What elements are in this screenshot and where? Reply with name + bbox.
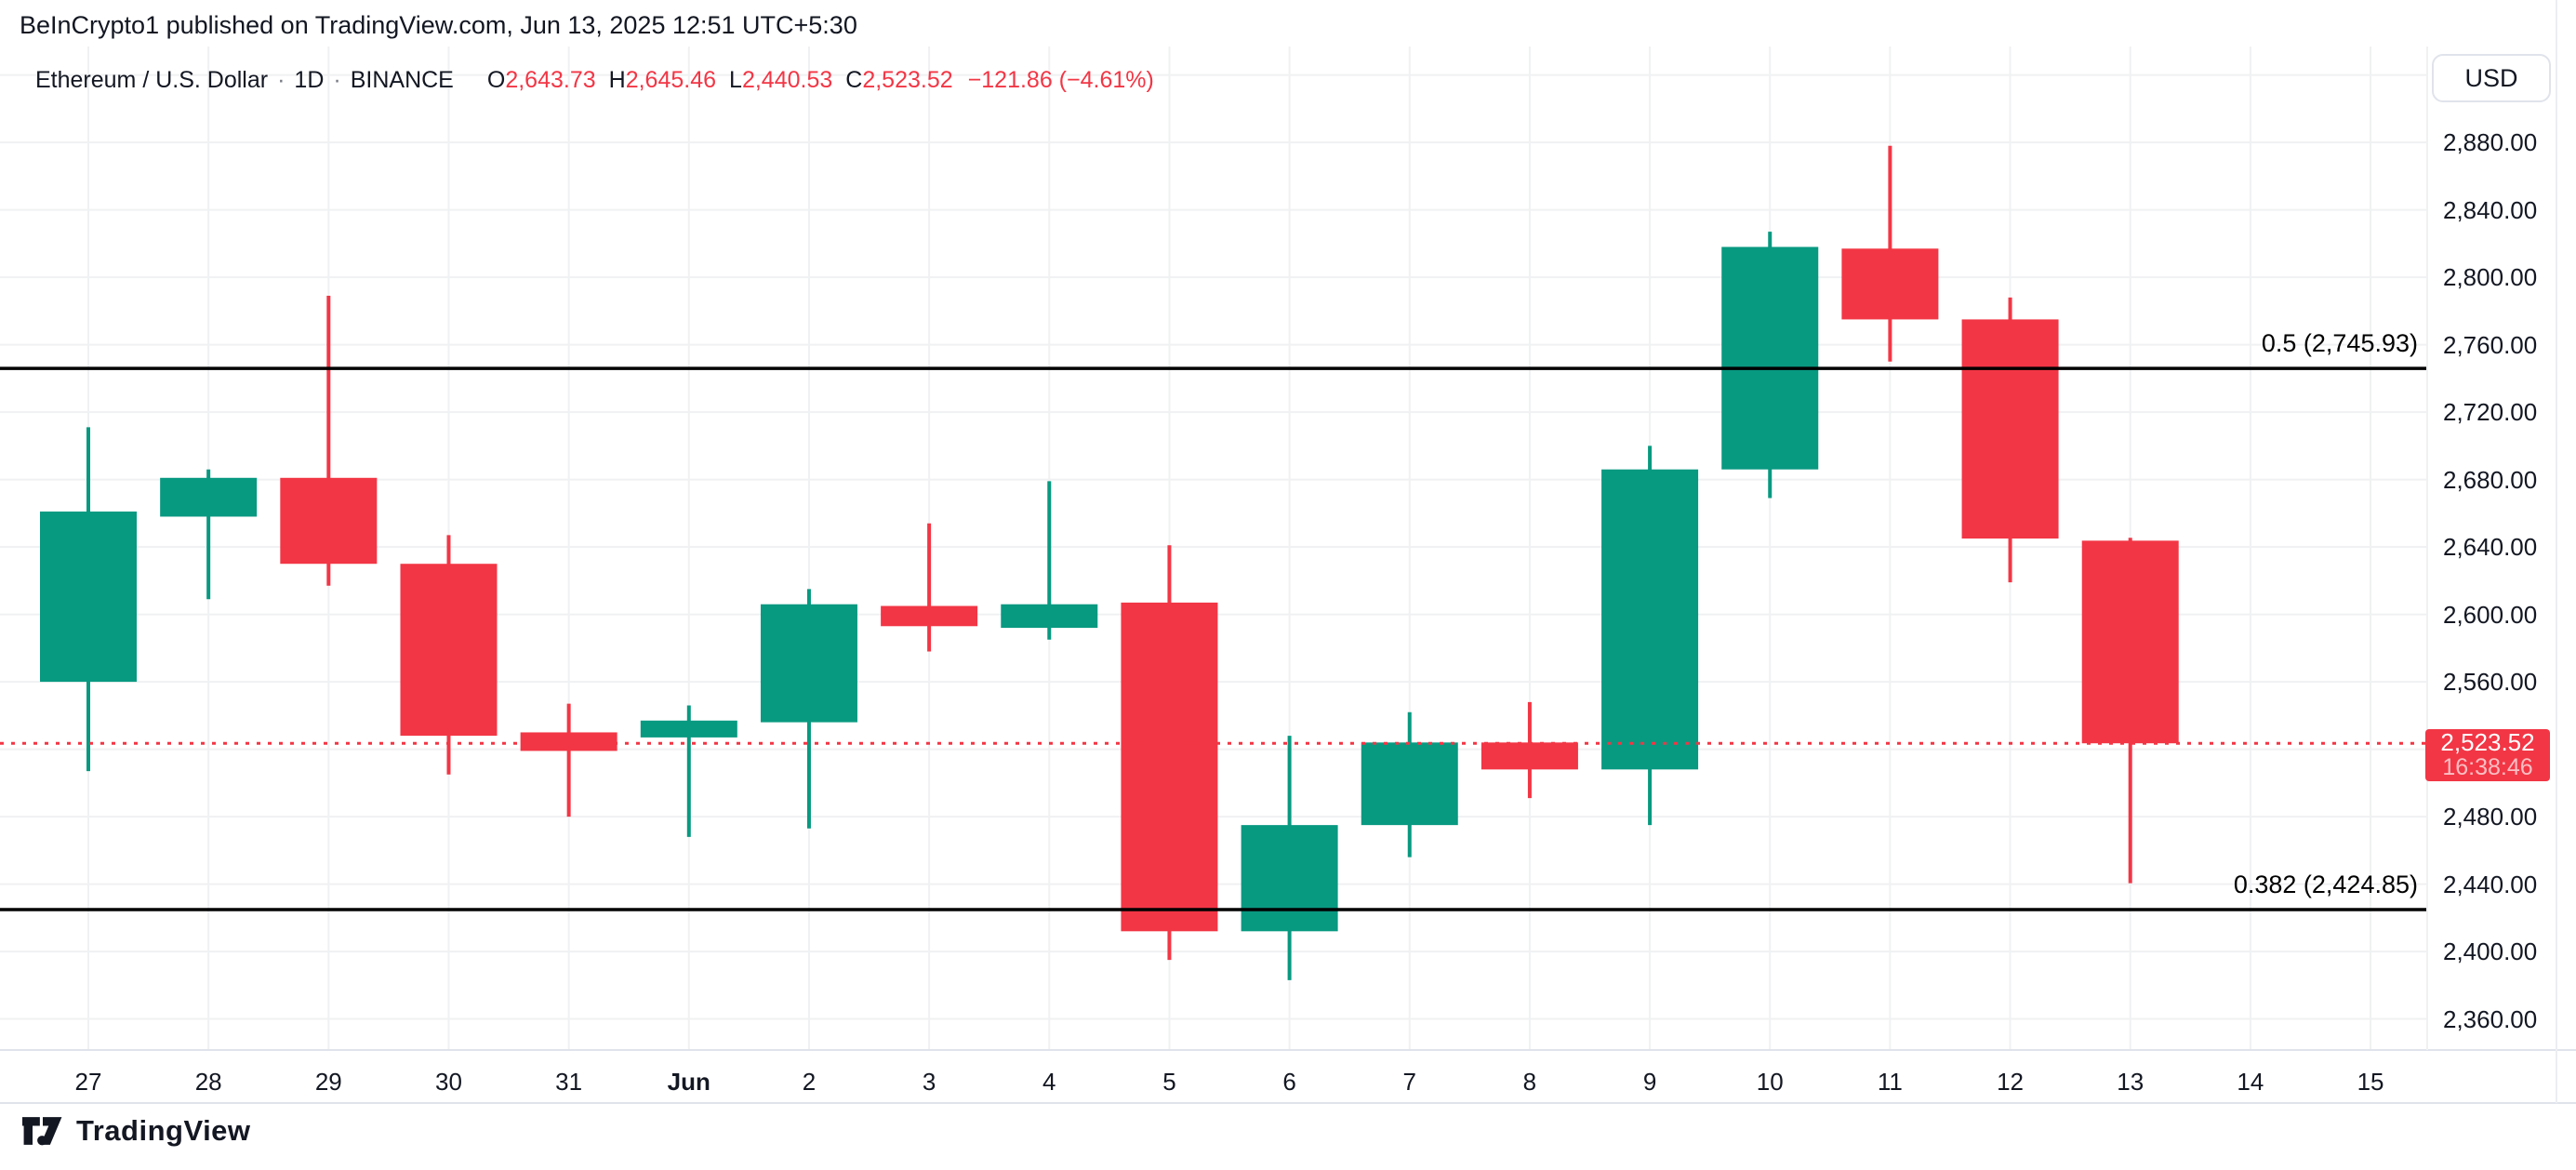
- price-axis-label-2400: 2,400.00: [2443, 937, 2538, 966]
- candle-body: [1841, 248, 1939, 320]
- legend-separator: ·: [333, 67, 341, 93]
- candle-body: [160, 477, 258, 517]
- time-axis-label-27: 27: [74, 1068, 102, 1096]
- candle-body: [1361, 742, 1458, 826]
- legend-separator: ·: [277, 67, 285, 93]
- candle-7[interactable]: [1361, 711, 1458, 858]
- candle-body: [1721, 246, 1819, 470]
- price-axis-label-2680: 2,680.00: [2443, 465, 2538, 494]
- ohlc-value-C: 2,523.52: [862, 67, 953, 93]
- time-axis-label-6: 6: [1282, 1068, 1296, 1096]
- ohlc-key-L: L: [729, 67, 742, 93]
- price-axis-label-2360: 2,360.00: [2443, 1004, 2538, 1033]
- price-axis-label-2480: 2,480.00: [2443, 803, 2538, 831]
- last-price-value: 2,523.52: [2440, 728, 2535, 757]
- candle-28[interactable]: [160, 469, 258, 600]
- tradingview-wordmark: TradingView: [76, 1114, 251, 1147]
- right-edge-divider: [2556, 0, 2557, 1103]
- ohlc-value-O: 2,643.73: [505, 67, 596, 93]
- time-axis-label-11: 11: [1877, 1068, 1903, 1096]
- ohlc-key-H: H: [608, 67, 626, 93]
- price-axis-label-2600: 2,600.00: [2443, 600, 2538, 629]
- candle-body: [400, 564, 498, 737]
- candle-body: [760, 604, 857, 723]
- time-axis-label-10: 10: [1756, 1068, 1784, 1096]
- price-axis-label-2720: 2,720.00: [2443, 398, 2538, 427]
- candle-6[interactable]: [1241, 736, 1338, 980]
- candle-31[interactable]: [520, 703, 617, 818]
- candle-30[interactable]: [400, 535, 498, 775]
- footer: TradingView: [22, 1114, 251, 1148]
- last-price-badge: 2,523.52 16:38:46: [2425, 728, 2550, 782]
- candle-body: [881, 605, 978, 627]
- candle-body: [1601, 469, 1699, 770]
- time-axis-label-8: 8: [1522, 1068, 1537, 1096]
- time-axis-label-9: 9: [1642, 1068, 1657, 1096]
- time-axis-label-15: 15: [2357, 1068, 2384, 1096]
- ohlc-key-O: O: [486, 67, 506, 93]
- candle-body: [2081, 540, 2179, 744]
- candle-12[interactable]: [1961, 297, 2059, 583]
- ohlc-value-H: 2,645.46: [625, 67, 717, 93]
- time-axis-label-31: 31: [555, 1068, 583, 1096]
- candle-body: [1961, 319, 2059, 539]
- time-axis-label-3: 3: [922, 1068, 936, 1096]
- ohlc-values: O2,643.73 H2,645.46 L2,440.53 C2,523.52: [474, 67, 953, 93]
- candle-body: [1001, 604, 1098, 629]
- price-axis-label-2440: 2,440.00: [2443, 870, 2538, 898]
- symbol-name: Ethereum / U.S. Dollar: [35, 67, 269, 93]
- exchange-label: BINANCE: [350, 67, 454, 93]
- time-axis-label-12: 12: [1997, 1068, 2024, 1096]
- price-axis-label-2800: 2,800.00: [2443, 263, 2538, 292]
- candle-10[interactable]: [1721, 232, 1819, 499]
- candle-27[interactable]: [40, 427, 137, 772]
- price-axis-label-2560: 2,560.00: [2443, 668, 2538, 697]
- time-axis-label-28: 28: [194, 1068, 222, 1096]
- interval-label: 1D: [294, 67, 325, 93]
- price-axis-label-2760: 2,760.00: [2443, 330, 2538, 359]
- fib-level-label-0.5[interactable]: 0.5 (2,745.93): [2261, 329, 2418, 358]
- candle-13[interactable]: [2081, 538, 2179, 884]
- symbol-legend[interactable]: Ethereum / U.S. Dollar · 1D · BINANCE O2,643.…: [35, 67, 1154, 94]
- candle-4[interactable]: [1001, 481, 1098, 640]
- candle-11[interactable]: [1841, 145, 1939, 362]
- candle-Jun[interactable]: [640, 705, 737, 837]
- price-axis-label-2840: 2,840.00: [2443, 195, 2538, 224]
- candle-29[interactable]: [280, 296, 378, 586]
- time-axis-label-30: 30: [435, 1068, 462, 1096]
- currency-unit-label: USD: [2464, 63, 2518, 92]
- price-axis-label-2880: 2,880.00: [2443, 128, 2538, 157]
- ohlc-key-C: C: [845, 67, 863, 93]
- candle-2[interactable]: [760, 589, 857, 829]
- candle-9[interactable]: [1601, 445, 1699, 826]
- candle-body: [1481, 742, 1578, 770]
- bar-countdown-timer: 16:38:46: [2442, 754, 2533, 781]
- time-axis-label-29: 29: [314, 1068, 342, 1096]
- publish-header: BeInCrypto1 published on TradingView.com…: [20, 11, 857, 39]
- candle-body: [280, 477, 378, 565]
- candle-body: [40, 512, 137, 683]
- candle-body: [520, 732, 617, 751]
- ohlc-value-L: 2,440.53: [741, 67, 833, 93]
- tradingview-logo-icon: [22, 1117, 62, 1146]
- time-axis-label-2: 2: [802, 1068, 817, 1096]
- candle-5[interactable]: [1121, 545, 1218, 961]
- candle-body: [1121, 602, 1218, 932]
- time-axis-label-4: 4: [1042, 1068, 1056, 1096]
- time-axis-label-14: 14: [2237, 1068, 2264, 1096]
- candle-8[interactable]: [1481, 701, 1578, 799]
- price-axis-label-2640: 2,640.00: [2443, 533, 2538, 562]
- currency-unit-button[interactable]: USD: [2432, 54, 2551, 102]
- time-axis-label-5: 5: [1162, 1068, 1176, 1096]
- candle-body: [640, 720, 737, 738]
- candle-3[interactable]: [881, 523, 978, 652]
- candle-body: [1241, 825, 1338, 932]
- time-axis-label-7: 7: [1402, 1068, 1416, 1096]
- change-value: −121.86 (−4.61%): [967, 67, 1154, 93]
- time-axis-label-Jun: Jun: [667, 1068, 710, 1096]
- time-axis-label-13: 13: [2117, 1068, 2144, 1096]
- fib-level-label-0.382[interactable]: 0.382 (2,424.85): [2233, 871, 2418, 899]
